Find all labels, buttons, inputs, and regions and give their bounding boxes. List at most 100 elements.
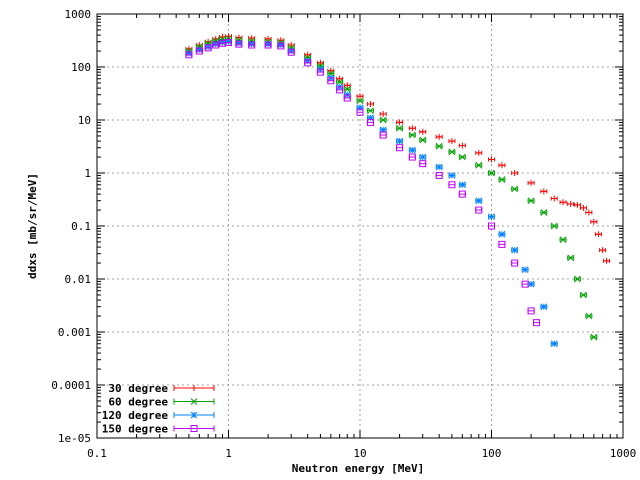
y-tick-label: 0.01 (65, 273, 92, 286)
legend-label: 150 degree (102, 423, 169, 436)
y-tick-label: 1 (84, 167, 91, 180)
data-point (419, 160, 427, 168)
data-point (343, 82, 351, 89)
y-tick-label: 1000 (65, 8, 92, 21)
data-point (419, 128, 427, 135)
data-point (248, 41, 256, 49)
data-point (336, 75, 344, 82)
data-point (533, 319, 541, 327)
data-point (498, 230, 506, 238)
data-point (264, 35, 272, 42)
y-tick-label: 0.0001 (51, 379, 91, 392)
data-point (511, 259, 519, 267)
data-point (599, 247, 607, 254)
x-tick-label: 10 (353, 447, 366, 460)
data-point (498, 176, 506, 183)
data-point (379, 116, 387, 124)
x-tick-label: 1 (225, 447, 232, 460)
legend-label: 60 degree (108, 396, 168, 409)
legend-swatch (173, 425, 215, 432)
data-point (264, 41, 272, 49)
data-point (343, 94, 351, 102)
data-point (590, 218, 598, 225)
data-point (419, 153, 427, 161)
series-2 (185, 35, 598, 341)
data-point (475, 149, 483, 156)
data-point (527, 179, 535, 186)
data-point (379, 110, 387, 117)
data-point (585, 312, 593, 320)
data-point (559, 199, 567, 206)
data-point (435, 133, 443, 140)
data-point (488, 156, 495, 163)
series-3 (185, 38, 558, 348)
data-point (488, 213, 495, 221)
x-tick-label: 1000 (610, 447, 637, 460)
data-point (248, 37, 256, 45)
y-tick-label: 0.001 (58, 326, 91, 339)
data-point (448, 148, 456, 156)
data-point (488, 222, 495, 230)
data-point (225, 38, 232, 46)
x-axis-title: Neutron energy [MeV] (292, 462, 424, 475)
data-point (579, 204, 587, 211)
legend-entry: 30 degree (108, 382, 215, 395)
data-point (396, 119, 404, 126)
data-point (435, 142, 443, 150)
y-tick-label: 100 (71, 61, 91, 74)
data-point (185, 51, 193, 59)
data-point (527, 197, 535, 205)
data-point (212, 37, 220, 45)
data-point (521, 280, 529, 288)
data-point (458, 181, 466, 189)
data-point (287, 42, 295, 49)
data-point (435, 171, 443, 179)
data-point (235, 40, 243, 48)
data-point (327, 77, 335, 85)
data-point (585, 209, 593, 216)
plot-series (185, 33, 611, 348)
legend-entry: 120 degree (102, 409, 215, 422)
data-point (475, 206, 483, 214)
data-point (396, 144, 404, 152)
data-point (379, 131, 387, 139)
data-point (304, 51, 312, 58)
data-point (316, 68, 324, 76)
data-point (435, 163, 443, 171)
data-point (356, 104, 364, 112)
data-point (567, 201, 575, 208)
data-point (498, 240, 506, 248)
data-point (498, 162, 506, 169)
data-point (336, 78, 344, 86)
legend-label: 30 degree (108, 382, 168, 395)
legend-label: 120 degree (102, 409, 169, 422)
data-point (458, 142, 466, 149)
data-point (327, 67, 335, 74)
data-point (379, 126, 387, 134)
grid (97, 14, 623, 438)
data-point (396, 124, 404, 132)
data-point (408, 153, 416, 161)
data-point (336, 86, 344, 94)
series-4 (185, 38, 541, 327)
data-point (408, 125, 416, 132)
data-point (475, 197, 483, 205)
data-point (603, 257, 611, 264)
data-point (550, 222, 558, 230)
data-point (356, 93, 364, 100)
data-point (550, 340, 558, 348)
x-tick-label: 100 (482, 447, 502, 460)
data-point (573, 201, 581, 208)
data-point (458, 190, 466, 198)
data-point (287, 44, 295, 52)
data-point (550, 195, 558, 202)
data-point (448, 181, 456, 189)
data-point (567, 254, 575, 262)
data-point (316, 59, 324, 66)
y-axis-title: ddxs [mb/sr/MeV] (26, 173, 39, 279)
legend-entry: 60 degree (108, 396, 215, 409)
x-tick-labels: 0.1 1 10 100 1000 (87, 447, 636, 460)
data-point (408, 131, 416, 139)
